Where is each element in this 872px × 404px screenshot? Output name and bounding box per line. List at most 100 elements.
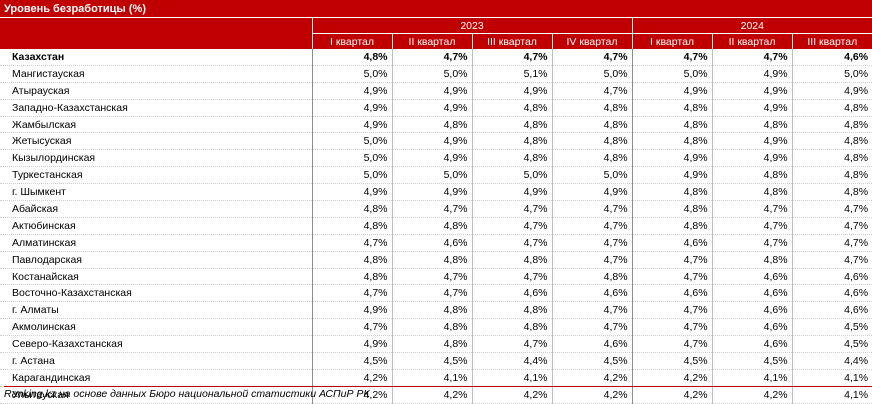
rate-cell: 4,9% [311, 335, 392, 353]
region-name: Улытауская [12, 388, 69, 401]
rate-cell: 4,6% [711, 284, 793, 302]
table-row: Казахстан 4,8% 4,7% 4,7% 4,7% 4,7% 4,7% 4,6% [0, 49, 872, 66]
rate-cell: 4,2% [391, 386, 472, 404]
rate-cell: 4,8% [391, 301, 472, 319]
rate-cell: 4,7% [471, 268, 552, 285]
rate-cell: 4,6% [711, 318, 793, 336]
region-name: Мангистауская [12, 67, 85, 80]
rate-cell: 4,9% [711, 82, 793, 100]
rate-cell: 4,8% [631, 116, 713, 133]
rate-cell: 4,7% [391, 49, 472, 66]
rate-cell: 4,8% [791, 132, 872, 150]
rate-cell: 4,6% [711, 301, 793, 319]
rate-cell: 4,8% [631, 183, 713, 201]
table-row: Восточно-Казахстанская 4,7% 4,7% 4,6% 4,6% 4,… [0, 284, 872, 302]
quarter-header: III квартал [471, 33, 552, 49]
rate-cell: 4,7% [551, 217, 633, 235]
rate-cell: 4,8% [551, 116, 633, 133]
rate-cell: 4,8% [791, 166, 872, 184]
rate-cell: 4,7% [471, 335, 552, 353]
table-row: Северо-Казахстанская 4,9% 4,8% 4,7% 4,6% 4,7%… [0, 335, 872, 353]
rate-cell: 4,7% [391, 268, 472, 285]
rate-cell: 4,6% [791, 49, 872, 66]
table-row: г. Алматы 4,9% 4,8% 4,8% 4,7% 4,7% 4,6% 4,6% [0, 301, 872, 319]
rate-cell: 4,5% [791, 335, 872, 353]
rate-cell: 4,7% [551, 49, 633, 66]
rate-cell: 4,6% [791, 284, 872, 302]
rate-cell: 4,7% [631, 335, 713, 353]
rate-cell: 4,7% [791, 234, 872, 252]
rate-cell: 4,9% [391, 183, 472, 201]
rate-cell: 4,1% [791, 369, 872, 387]
rate-cell: 4,7% [631, 49, 713, 66]
rate-cell: 4,8% [711, 183, 793, 201]
rate-cell: 4,8% [791, 183, 872, 201]
rate-cell: 4,7% [391, 200, 472, 218]
rate-cell: 4,8% [391, 251, 472, 269]
rate-cell: 4,2% [311, 369, 392, 387]
rate-cell: 4,7% [551, 318, 633, 336]
rate-cell: 4,8% [791, 116, 872, 133]
rate-cell: 4,2% [471, 386, 552, 404]
rate-cell: 4,8% [631, 99, 713, 117]
rate-cell: 4,9% [311, 116, 392, 133]
header-corner [0, 18, 312, 34]
rate-cell: 5,0% [311, 65, 392, 83]
region-name: Абайская [12, 202, 59, 215]
rate-cell: 4,2% [711, 386, 793, 404]
rate-cell: 4,9% [471, 82, 552, 100]
table-row: Жетысуская 5,0% 4,9% 4,8% 4,8% 4,8% 4,9% 4,8% [0, 132, 872, 150]
rate-cell: 4,7% [391, 284, 472, 302]
year-header-2023: 2023 [311, 18, 633, 34]
region-name: г. Шымкент [12, 186, 66, 199]
rate-cell: 4,8% [471, 116, 552, 133]
rate-cell: 5,0% [391, 166, 472, 184]
rate-cell: 4,8% [711, 116, 793, 133]
rate-cell: 4,9% [311, 301, 392, 319]
rate-cell: 4,8% [311, 268, 392, 285]
rate-cell: 4,8% [631, 132, 713, 150]
table-title: Уровень безработицы (%) [0, 0, 872, 18]
table-row: Туркестанская 5,0% 5,0% 5,0% 5,0% 4,9% 4,8% 4,8… [0, 166, 872, 184]
rate-cell: 5,0% [551, 65, 633, 83]
rate-cell: 4,5% [311, 352, 392, 370]
rate-cell: 4,7% [471, 200, 552, 218]
region-name: Восточно-Казахстанская [12, 287, 132, 300]
rate-cell: 4,5% [391, 352, 472, 370]
rate-cell: 4,8% [631, 217, 713, 235]
rate-cell: 4,5% [631, 352, 713, 370]
rate-cell: 4,7% [711, 200, 793, 218]
table-row: Карагандинская 4,2% 4,1% 4,1% 4,2% 4,2% 4,1% 4,… [0, 369, 872, 387]
rate-cell: 4,8% [391, 116, 472, 133]
quarter-header: II квартал [391, 33, 472, 49]
year-header-2024: 2024 [631, 18, 872, 34]
rate-cell: 4,6% [631, 284, 713, 302]
rate-cell: 4,7% [311, 234, 392, 252]
rate-cell: 4,8% [471, 251, 552, 269]
rate-cell: 4,7% [631, 318, 713, 336]
header-corner-2 [0, 33, 312, 49]
rate-cell: 4,8% [551, 132, 633, 150]
rate-cell: 4,7% [551, 200, 633, 218]
rate-cell: 4,7% [631, 301, 713, 319]
rate-cell: 4,5% [791, 318, 872, 336]
rate-cell: 4,8% [471, 301, 552, 319]
region-name: г. Алматы [12, 304, 59, 317]
table-row: Акмолинская 4,7% 4,8% 4,8% 4,7% 4,7% 4,6% 4,5% [0, 318, 872, 336]
rate-cell: 4,7% [471, 49, 552, 66]
rate-cell: 4,1% [471, 369, 552, 387]
rate-cell: 4,2% [551, 369, 633, 387]
rate-cell: 4,8% [551, 99, 633, 117]
rate-cell: 5,0% [791, 65, 872, 83]
rate-cell: 4,9% [711, 132, 793, 150]
rate-cell: 4,1% [791, 386, 872, 404]
rate-cell: 4,9% [711, 99, 793, 117]
rate-cell: 4,1% [391, 369, 472, 387]
unemployment-table: 2023 2024 I квартал II квартал III квартал IV… [0, 18, 872, 404]
table-row: Улытауская 4,2% 4,2% 4,2% 4,2% 4,2% 4,2% 4,1% [0, 386, 872, 404]
rate-cell: 4,9% [711, 149, 793, 167]
rate-cell: 4,9% [711, 65, 793, 83]
rate-cell: 4,8% [391, 318, 472, 336]
region-name: Жамбылская [12, 118, 77, 131]
rate-cell: 4,7% [551, 234, 633, 252]
